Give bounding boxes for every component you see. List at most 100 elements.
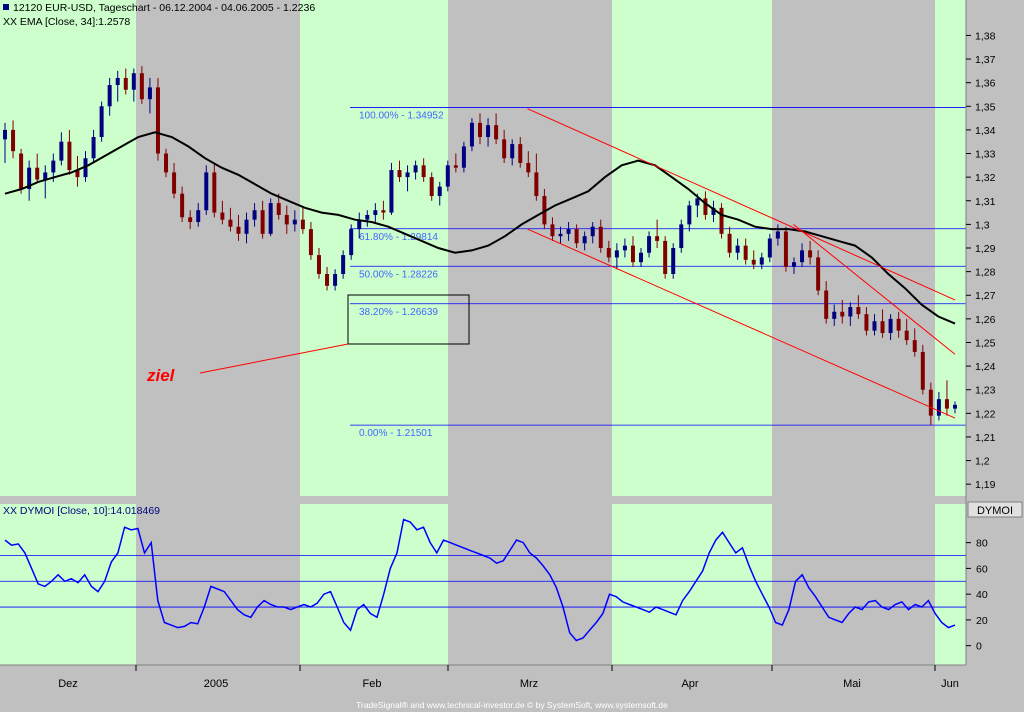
- candle-body: [421, 165, 426, 178]
- month-label: Dez: [58, 678, 78, 690]
- price-tick-label: 1,36: [975, 78, 996, 90]
- channel-line: [527, 108, 956, 301]
- candle-body: [655, 236, 660, 241]
- candle-body: [316, 255, 321, 274]
- candle-body: [341, 255, 346, 274]
- candle-body: [164, 153, 169, 173]
- indicator-tick-label: 60: [976, 563, 988, 575]
- candle-body: [139, 73, 144, 100]
- candle-body: [727, 233, 732, 253]
- indicator-tick-label: 80: [976, 538, 988, 550]
- candle-body: [397, 170, 402, 178]
- candle-body: [566, 229, 571, 234]
- candle-body: [502, 139, 507, 159]
- month-label: Feb: [363, 678, 382, 690]
- price-tick-label: 1,37: [975, 54, 996, 66]
- candle-body: [953, 404, 957, 409]
- indicator-tick-label: 20: [976, 615, 988, 627]
- candle-body: [35, 167, 40, 180]
- price-band: [136, 0, 300, 496]
- price-tick-label: 1,26: [975, 314, 996, 326]
- fib-label: 38.20% - 1.26639: [359, 307, 438, 318]
- indicator-axis-box: [967, 501, 1023, 518]
- candle-body: [284, 214, 289, 225]
- candle-body: [880, 321, 885, 334]
- candle-body: [647, 236, 652, 253]
- candle-body: [276, 203, 281, 215]
- fib-label: 0.00% - 1.21501: [359, 428, 433, 439]
- candle-body: [928, 389, 933, 416]
- indicator-band: [136, 504, 300, 665]
- candle-body: [896, 318, 901, 331]
- series-marker-icon: [3, 4, 9, 10]
- candle-body: [453, 165, 458, 168]
- candle-body: [325, 273, 330, 286]
- price-band: [448, 0, 612, 496]
- month-label: Mai: [843, 678, 861, 690]
- candle-body: [711, 207, 716, 215]
- candle-body: [735, 245, 740, 253]
- price-axis: [966, 0, 1024, 712]
- candle-body: [606, 248, 611, 258]
- price-tick-label: 1,28: [975, 267, 996, 279]
- indicator-band: [772, 504, 935, 665]
- candle-body: [582, 236, 587, 244]
- candle-body: [429, 177, 434, 197]
- candle-body: [220, 212, 225, 220]
- candle-body: [3, 129, 7, 140]
- price-tick-label: 1,24: [975, 361, 996, 373]
- candle-body: [91, 136, 96, 159]
- candle-body: [75, 170, 80, 178]
- price-tick-label: 1,19: [975, 479, 996, 491]
- price-tick-label: 1,29: [975, 243, 996, 255]
- candle-body: [542, 196, 547, 225]
- indicator-tick-label: 40: [976, 589, 988, 601]
- candle-body: [405, 172, 410, 178]
- candle-body: [11, 129, 16, 152]
- candle-body: [808, 250, 813, 258]
- candle-body: [107, 85, 112, 107]
- candle-body: [155, 87, 160, 154]
- candle-body: [349, 229, 354, 256]
- candle-body: [172, 172, 177, 194]
- candle-body: [622, 245, 627, 251]
- candle-body: [252, 210, 257, 220]
- month-label: Mrz: [520, 678, 538, 690]
- candle-body: [445, 165, 450, 187]
- candle-body: [687, 205, 692, 225]
- month-label: Apr: [681, 678, 698, 690]
- price-ticks: 1,19 1,2 1,21 1,22 1,23 1,24 1,25 1,26 1,27 1,28 1…: [966, 30, 996, 491]
- indicator-tick-label: 0: [976, 641, 982, 653]
- price-tick-label: 1,32: [975, 172, 996, 184]
- candle-body: [373, 210, 378, 215]
- candle-body: [228, 219, 233, 227]
- candle-body: [936, 399, 941, 416]
- candle-body: [614, 250, 619, 258]
- candle-body: [767, 238, 772, 258]
- month-label: Jun: [941, 678, 959, 690]
- candle-body: [679, 224, 684, 248]
- fib-label: 61.80% - 1.29814: [359, 232, 438, 243]
- price-tick-label: 1,35: [975, 101, 996, 113]
- candle-body: [598, 226, 603, 248]
- price-tick-label: 1,34: [975, 125, 996, 137]
- dymoi-line: [4, 518, 956, 642]
- candle-body: [188, 217, 193, 223]
- candle-body: [469, 122, 474, 147]
- candle-body: [486, 125, 491, 137]
- candle-body: [590, 226, 595, 237]
- candle-body: [244, 219, 249, 234]
- candle-body: [912, 340, 917, 352]
- candle-body: [123, 77, 128, 90]
- indicator-ticks: 0 20 40 60 80: [966, 538, 988, 653]
- candle-body: [518, 144, 523, 163]
- candle-body: [904, 330, 909, 341]
- candle-body: [639, 252, 644, 263]
- chart-title: 12120 EUR-USD, Tageschart - 06.12.2004 -…: [13, 2, 315, 14]
- candle-body: [131, 73, 136, 90]
- candle-body: [832, 311, 837, 319]
- candle-body: [550, 224, 555, 237]
- month-labels: Dez 2005 Feb Mrz Apr Mai Jun: [58, 665, 959, 690]
- price-tick-label: 1,21: [975, 432, 996, 444]
- candle-body: [775, 231, 780, 239]
